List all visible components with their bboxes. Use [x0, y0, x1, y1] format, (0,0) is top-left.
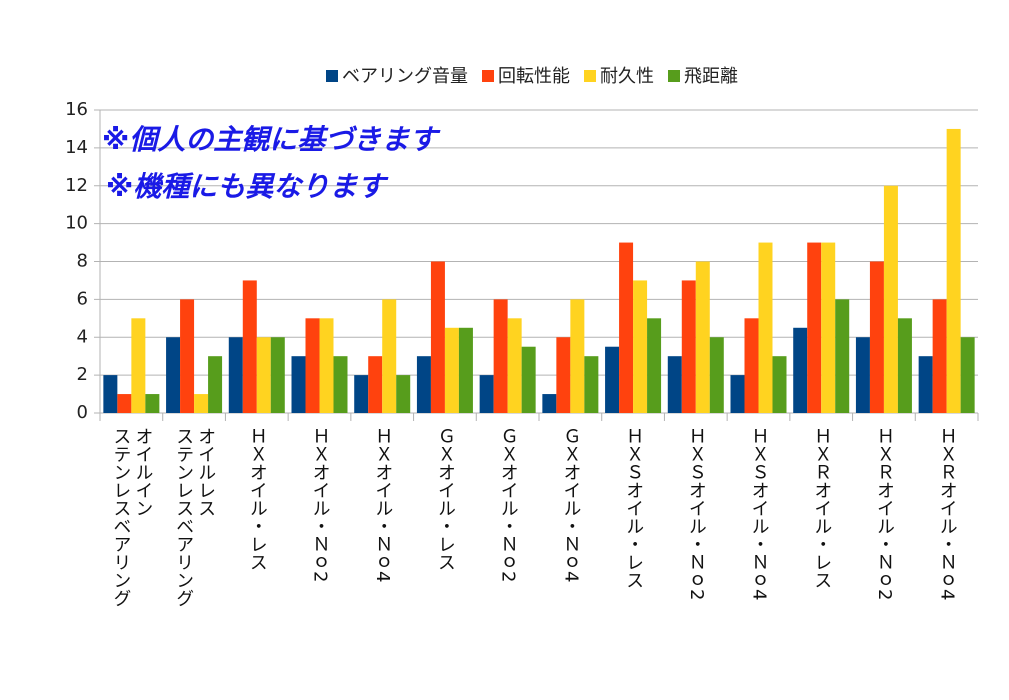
x-tick-label: ＨＸオイル・レス: [246, 427, 268, 571]
x-tick-label: オイルイン ステンレスベアリング: [110, 427, 154, 607]
bar: [291, 356, 306, 413]
x-tick-label: ＨＸＲオイル・Ｎｏ2: [873, 427, 895, 601]
bar: [897, 318, 912, 413]
bar: [681, 280, 696, 413]
bar: [821, 242, 836, 413]
bar: [166, 337, 181, 413]
x-tick-label: ＧＸオイル・Ｎｏ2: [497, 427, 519, 583]
legend-label: 耐久性: [600, 66, 654, 87]
y-tick-label: 4: [77, 326, 88, 347]
bar: [228, 337, 243, 413]
bar: [354, 375, 369, 413]
bar: [647, 318, 662, 413]
annotation: ※個人の主観に基づきます: [102, 123, 438, 156]
x-tick-label: ＧＸオイル・レス: [434, 427, 456, 571]
bar: [145, 394, 160, 413]
legend-swatch: [668, 70, 680, 82]
bar: [242, 280, 257, 413]
bar: [619, 242, 634, 413]
bar: [430, 261, 445, 413]
legend: ベアリング音量 回転性能 耐久性 飛距離: [326, 66, 738, 87]
x-tick-label: ＨＸＳオイル・Ｎｏ2: [685, 427, 707, 601]
bar: [772, 356, 787, 413]
bar: [730, 375, 745, 413]
y-tick-label: 16: [65, 99, 88, 120]
bar: [458, 327, 473, 413]
bar: [103, 375, 118, 413]
bar: [507, 318, 522, 413]
bar: [835, 299, 850, 413]
bar: [319, 318, 334, 413]
bar: [605, 346, 620, 413]
x-tick-label: ＨＸＳオイル・レス: [623, 427, 645, 589]
bar: [479, 375, 494, 413]
legend-label: ベアリング音量: [342, 66, 468, 87]
bar: [807, 242, 822, 413]
bar: [918, 356, 933, 413]
bar: [946, 128, 961, 413]
x-tick-label: オイルレス ステンレスベアリング: [173, 427, 217, 607]
legend-swatch: [326, 70, 338, 82]
bar: [869, 261, 884, 413]
bar: [633, 280, 648, 413]
bar: [960, 337, 975, 413]
bar: [333, 356, 348, 413]
bar: [117, 394, 132, 413]
bar: [542, 394, 557, 413]
bar: [396, 375, 411, 413]
bar: [416, 356, 431, 413]
y-tick-label: 12: [65, 175, 88, 196]
bar: [194, 394, 209, 413]
x-tick-label: ＨＸオイル・Ｎｏ4: [372, 427, 394, 583]
legend-swatch: [584, 70, 596, 82]
bar: [695, 261, 710, 413]
y-tick-label: 10: [65, 213, 88, 234]
y-tick-label: 0: [77, 402, 88, 423]
bar: [855, 337, 870, 413]
bar: [793, 327, 808, 413]
bar: [932, 299, 947, 413]
bar: [758, 242, 773, 413]
x-tick-label: ＨＸＲオイル・レス: [811, 427, 833, 589]
bar: [667, 356, 682, 413]
legend-swatch: [482, 70, 494, 82]
bar: [584, 356, 599, 413]
y-tick-label: 6: [77, 288, 88, 309]
legend-label: 飛距離: [684, 66, 738, 87]
x-tick-label: ＨＸＳオイル・Ｎｏ4: [748, 427, 770, 601]
y-tick-label: 8: [77, 251, 88, 272]
x-tick-label: ＧＸオイル・Ｎｏ4: [560, 427, 582, 583]
y-tick-label: 2: [77, 364, 88, 385]
x-tick-label: ＨＸＲオイル・Ｎｏ4: [936, 427, 958, 601]
bar: [556, 337, 571, 413]
bar: [521, 346, 536, 413]
bar: [444, 327, 459, 413]
bar: [883, 185, 898, 413]
bar: [131, 318, 146, 413]
bar: [305, 318, 320, 413]
bar: [180, 299, 195, 413]
legend-label: 回転性能: [498, 66, 570, 87]
bar: [382, 299, 397, 413]
annotation: ※機種にも異なります: [106, 170, 386, 203]
y-tick-label: 14: [65, 137, 88, 158]
bar: [256, 337, 271, 413]
bar: [208, 356, 223, 413]
bar: [493, 299, 508, 413]
bar: [368, 356, 383, 413]
bar: [744, 318, 759, 413]
bar: [270, 337, 285, 413]
bar: [570, 299, 585, 413]
bar: [709, 337, 724, 413]
x-tick-label: ＨＸオイル・Ｎｏ2: [309, 427, 331, 583]
